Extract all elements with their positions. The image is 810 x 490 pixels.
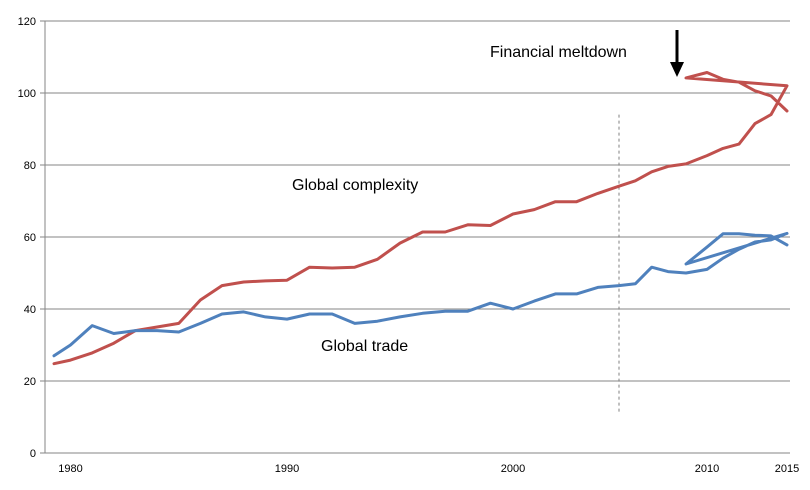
global-trade-series-line xyxy=(52,231,789,358)
x-tick-labels: 1980 1990 2000 2010 2015 xyxy=(58,463,799,475)
gridlines xyxy=(40,20,790,454)
x-tick-label: 2015 xyxy=(775,463,799,475)
series-layer xyxy=(52,71,789,366)
y-tick-labels: 0 20 40 60 80 100 120 xyxy=(18,16,36,460)
y-tick-label: 20 xyxy=(24,376,36,388)
y-tick-label: 100 xyxy=(18,88,36,100)
complexity-label: Global complexity xyxy=(292,177,418,194)
y-tick-label: 60 xyxy=(24,232,36,244)
x-tick-label: 2000 xyxy=(501,463,525,475)
y-tick-label: 120 xyxy=(18,16,36,28)
axes xyxy=(44,21,790,454)
x-tick-label: 1980 xyxy=(58,463,82,475)
y-tick-label: 40 xyxy=(24,304,36,316)
y-tick-label: 80 xyxy=(24,160,36,172)
x-tick-label: 2010 xyxy=(695,463,719,475)
trade-label: Global trade xyxy=(321,338,408,355)
global-complexity-series-line xyxy=(52,71,789,366)
meltdown-arrow-icon xyxy=(670,30,684,77)
x-tick-label: 1990 xyxy=(275,463,299,475)
y-tick-label: 0 xyxy=(30,448,36,460)
meltdown-label: Financial meltdown xyxy=(490,44,627,61)
